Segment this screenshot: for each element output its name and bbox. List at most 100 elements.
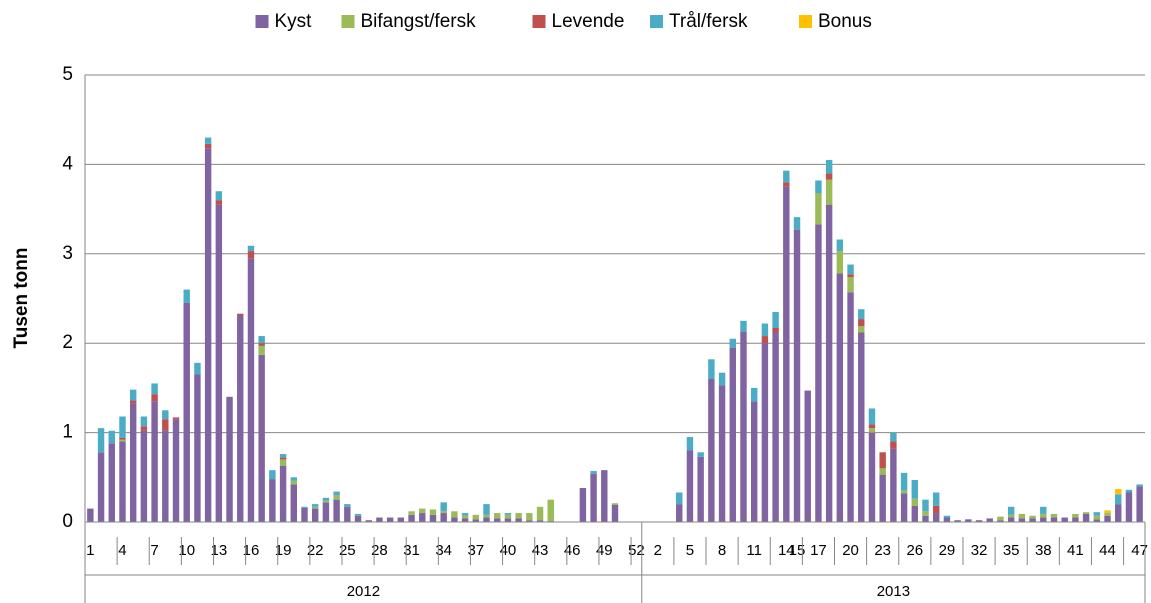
- bar-segment: [783, 170, 790, 183]
- bar-segment: [804, 390, 811, 522]
- bar-segment: [868, 428, 876, 433]
- bar-segment: [1125, 492, 1133, 522]
- bar-segment: [1040, 517, 1047, 522]
- bar-segment: [686, 437, 694, 451]
- bar-segment: [943, 515, 951, 518]
- bar-segment: [611, 505, 619, 522]
- bar-segment: [1061, 517, 1068, 522]
- bar-segment: [354, 513, 362, 516]
- bar-segment: [547, 499, 554, 522]
- legend-label: Bifangst/fersk: [361, 11, 477, 32]
- bar-segment: [847, 274, 854, 278]
- bar-segment: [676, 492, 683, 505]
- bar-segment: [204, 148, 212, 523]
- bar-segment: [815, 180, 822, 194]
- x-tick-label: 11: [746, 542, 762, 559]
- bar-segment: [258, 345, 265, 355]
- bar-segment: [140, 430, 148, 522]
- bar-segment: [483, 517, 490, 522]
- bar-segment: [965, 519, 972, 522]
- bar-segment: [943, 517, 951, 522]
- bar-segment: [783, 182, 790, 187]
- legend-swatch: [799, 15, 812, 28]
- x-tick-label: 10: [178, 542, 195, 559]
- bar-segment: [354, 515, 362, 522]
- x-tick-label: 13: [210, 542, 227, 559]
- bar-segment: [1115, 488, 1122, 495]
- bar-segment: [933, 492, 940, 506]
- bar-segment: [1040, 506, 1047, 514]
- bar-segment: [1072, 517, 1079, 522]
- bar-segment: [183, 289, 190, 303]
- bar-segment: [1007, 506, 1015, 515]
- group-label: 2013: [877, 583, 910, 600]
- bar-segment: [536, 506, 544, 521]
- bar-segment: [954, 520, 961, 522]
- bar-segment: [879, 452, 886, 469]
- x-tick-label: 1: [86, 542, 94, 559]
- bar-segment: [504, 513, 512, 515]
- x-tick-label: 2: [654, 542, 662, 559]
- bar-segment: [729, 347, 736, 522]
- bar-segment: [900, 490, 908, 494]
- bar-segment: [108, 443, 115, 522]
- bar-segment: [611, 503, 619, 506]
- bar-segment: [825, 159, 833, 174]
- bar-segment: [793, 229, 801, 523]
- bar-segment: [729, 338, 736, 348]
- bar-segment: [483, 504, 490, 515]
- bar-segment: [697, 452, 704, 457]
- bar-segment: [1082, 512, 1090, 514]
- x-tick-label: 34: [435, 542, 452, 559]
- bar-segment: [601, 470, 608, 522]
- bar-segment: [579, 488, 587, 522]
- bar-segment: [836, 251, 844, 274]
- bar-segment: [858, 309, 865, 320]
- bar-segment: [504, 514, 512, 519]
- bar-segment: [879, 468, 886, 475]
- bar-segment: [215, 200, 223, 205]
- bar-segment: [279, 465, 287, 522]
- bar-segment: [129, 389, 137, 401]
- bar-segment: [301, 507, 308, 522]
- bar-segment: [140, 426, 148, 431]
- bar-segment: [761, 343, 769, 522]
- bar-segment: [204, 143, 212, 149]
- bar-segment: [536, 520, 544, 522]
- x-tick-label: 19: [275, 542, 292, 559]
- bar-segment: [119, 441, 126, 522]
- bar-segment: [815, 224, 822, 522]
- bar-segment: [1050, 517, 1058, 522]
- bar-segment: [461, 518, 469, 522]
- x-tick-label: 5: [686, 542, 694, 559]
- bar-segment: [247, 245, 255, 252]
- bar-segment: [933, 513, 940, 522]
- bar-segment: [868, 408, 876, 425]
- bar-segment: [172, 419, 180, 522]
- bar-segment: [333, 495, 340, 500]
- bar-segment: [975, 520, 983, 522]
- x-tick-label: 28: [371, 542, 388, 559]
- bar-segment: [986, 518, 993, 522]
- bar-segment: [825, 179, 833, 205]
- bar-segment: [997, 520, 1004, 522]
- bar-segment: [279, 459, 287, 466]
- bar-segment: [1029, 515, 1036, 519]
- x-tick-label: 44: [1099, 542, 1116, 559]
- bar-segment: [290, 480, 297, 485]
- bar-segment: [258, 354, 265, 522]
- y-tick-label: 4: [62, 153, 73, 174]
- bar-segment: [429, 514, 437, 522]
- bar-segment: [1029, 518, 1036, 522]
- bar-segment: [1040, 513, 1047, 518]
- bar-segment: [301, 506, 308, 508]
- bar-segment: [1104, 513, 1111, 516]
- bar-segment: [365, 520, 372, 522]
- bar-segment: [911, 479, 919, 499]
- bar-segment: [922, 515, 929, 522]
- y-tick-label: 5: [62, 64, 73, 85]
- bar-segment: [258, 343, 265, 346]
- bar-segment: [119, 437, 126, 440]
- bar-segment: [172, 417, 180, 420]
- bar-segment: [1007, 517, 1015, 522]
